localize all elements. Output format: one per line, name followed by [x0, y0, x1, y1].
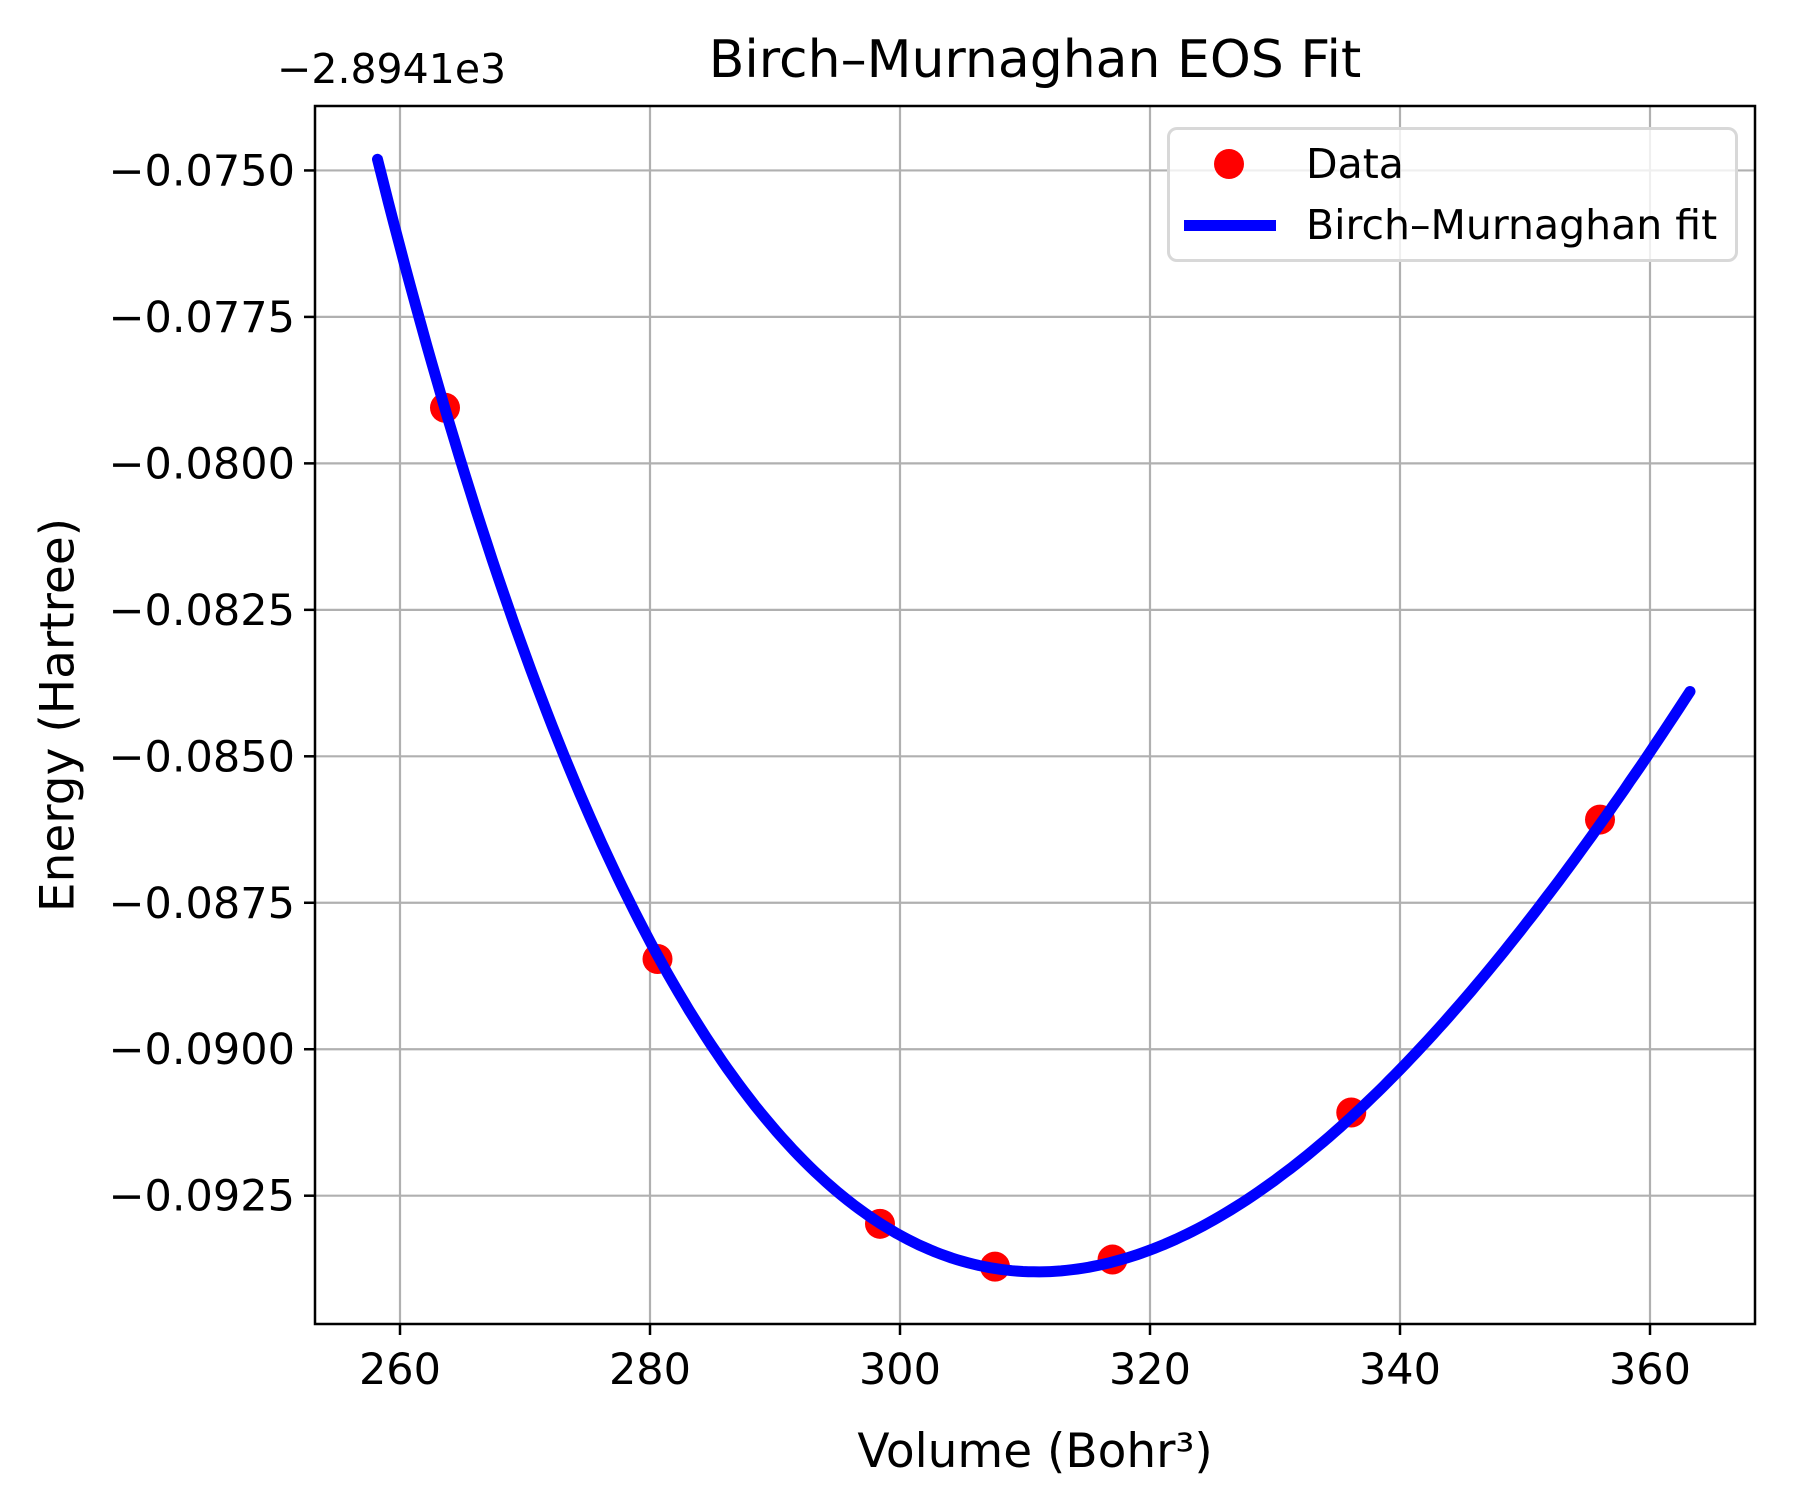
y-axis-offset-text: −2.8941e3 — [277, 45, 507, 93]
y-tick-label: −0.0925 — [109, 1172, 296, 1222]
y-tick-label: −0.0750 — [109, 146, 296, 196]
x-tick-label: 340 — [1359, 1345, 1441, 1395]
y-tick-label: −0.0775 — [109, 293, 296, 343]
legend-item-fit: Birch–Murnaghan fit — [1170, 197, 1735, 253]
x-tick-label: 360 — [1609, 1345, 1691, 1395]
y-tick-label: −0.0900 — [109, 1025, 296, 1075]
x-axis-label: Volume (Bohr³) — [857, 1424, 1213, 1479]
x-tick-label: 320 — [1109, 1345, 1191, 1395]
chart-title: Birch–Murnaghan EOS Fit — [708, 30, 1362, 90]
x-tick-label: 280 — [609, 1345, 691, 1395]
axes-spines — [313, 104, 1757, 1326]
y-tick-label: −0.0850 — [109, 732, 296, 782]
legend: Data Birch–Murnaghan fit — [1167, 127, 1738, 262]
fit-curve — [372, 153, 1696, 1278]
x-tick-label: 300 — [859, 1345, 941, 1395]
legend-item-data: Data — [1170, 136, 1735, 192]
y-tick-label: −0.0825 — [109, 586, 296, 636]
y-tick-label: −0.0875 — [109, 879, 296, 929]
legend-label-fit: Birch–Murnaghan fit — [1306, 201, 1718, 250]
data-marker-icon — [1214, 148, 1244, 179]
fit-line-icon — [1184, 219, 1276, 231]
legend-label-data: Data — [1306, 139, 1404, 188]
x-tick-label: 260 — [359, 1345, 441, 1395]
y-axis-label: Energy (Hartree) — [30, 517, 86, 913]
y-tick-label: −0.0800 — [109, 439, 296, 489]
